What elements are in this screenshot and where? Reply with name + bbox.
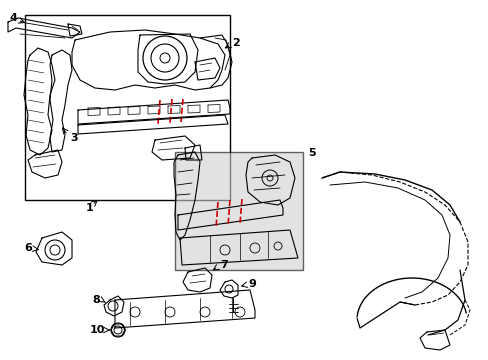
Text: 6: 6 <box>24 243 32 253</box>
Text: 5: 5 <box>307 148 315 158</box>
Text: 2: 2 <box>231 38 239 48</box>
Text: 8: 8 <box>92 295 100 305</box>
Text: 7: 7 <box>220 260 227 270</box>
Text: 4: 4 <box>9 13 17 23</box>
Bar <box>175 152 303 270</box>
Text: 1: 1 <box>86 203 94 213</box>
Text: 9: 9 <box>247 279 255 289</box>
Text: 10: 10 <box>89 325 105 335</box>
Bar <box>25 15 229 200</box>
Text: 3: 3 <box>70 133 78 143</box>
